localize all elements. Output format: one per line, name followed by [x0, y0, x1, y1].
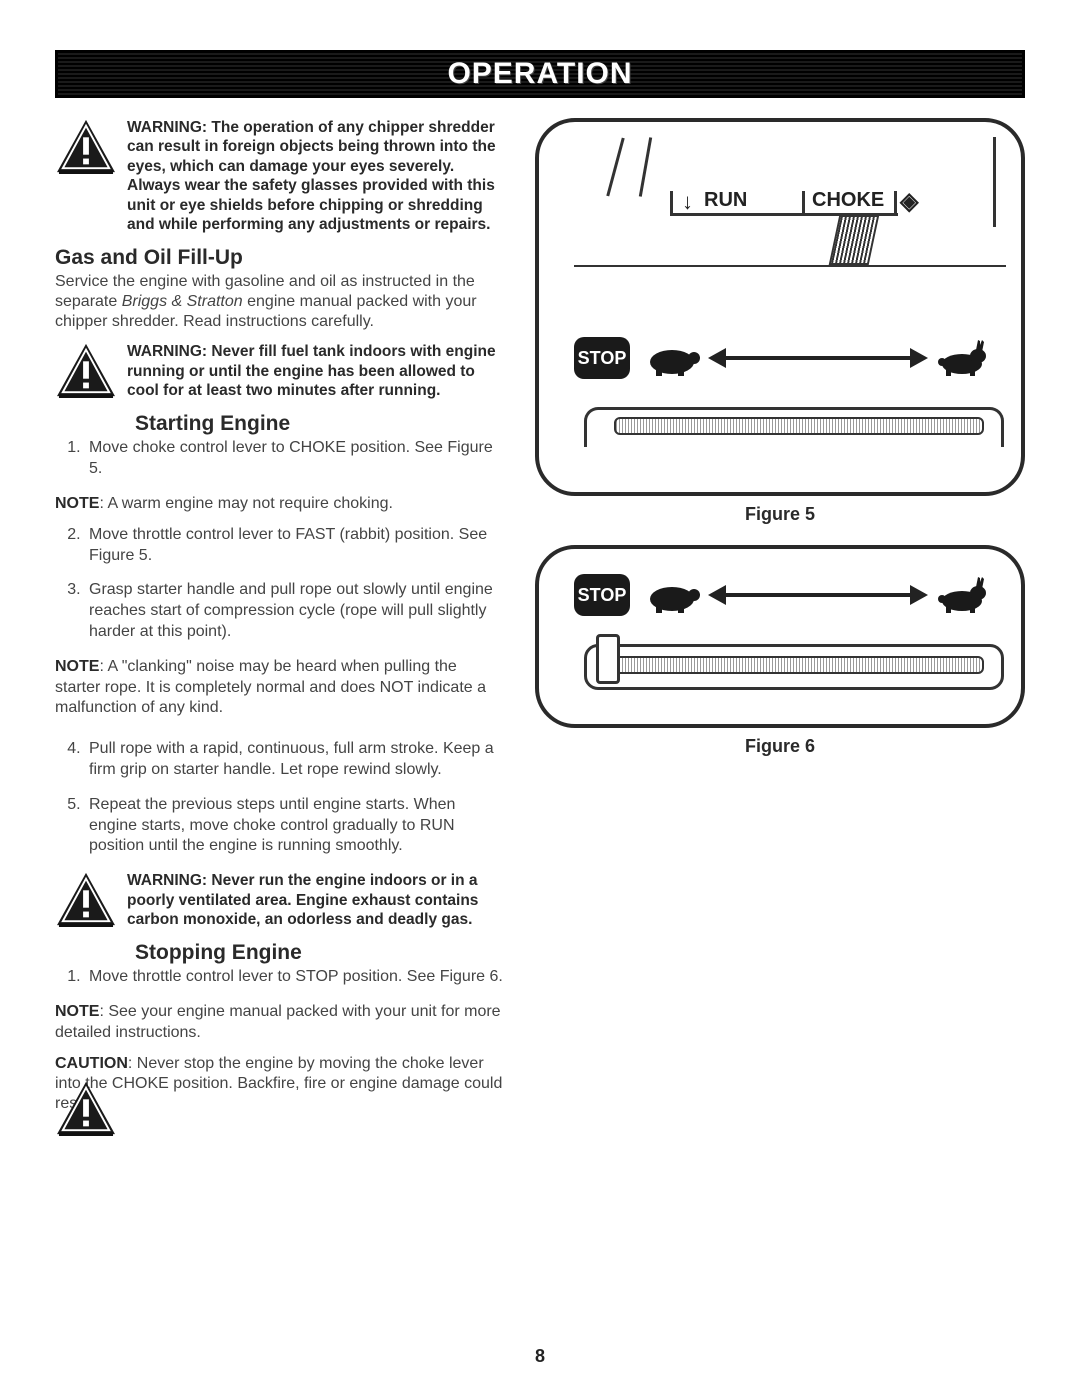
warning-icon — [55, 118, 117, 174]
section-title: OPERATION — [447, 57, 632, 91]
throttle-row-fig5: STOP — [574, 337, 992, 379]
page-number: 8 — [0, 1346, 1080, 1367]
stop-badge: STOP — [574, 337, 630, 379]
warning-prefix: WARNING: — [127, 872, 207, 889]
step-item: Move choke control lever to CHOKE positi… — [85, 438, 505, 480]
warning-block-1: WARNING: The operation of any chipper sh… — [55, 118, 505, 234]
warning-icon — [55, 1080, 117, 1136]
warning-icon — [55, 871, 117, 927]
figure-6-caption: Figure 6 — [535, 736, 1025, 757]
step-item: Pull rope with a rapid, continuous, full… — [85, 739, 505, 781]
step-item: Move throttle control lever to FAST (rab… — [85, 525, 505, 567]
note-2: NOTE: A "clanking" noise may be heard wh… — [55, 657, 505, 719]
heading-starting-engine: Starting Engine — [135, 412, 505, 436]
lever-track — [614, 417, 984, 435]
label-run: RUN — [704, 189, 747, 212]
warning-text: WARNING: The operation of any chipper sh… — [127, 118, 505, 234]
double-arrow-icon — [718, 593, 918, 597]
turtle-icon — [644, 577, 704, 613]
down-arrow-icon: ↓ — [682, 189, 693, 215]
warning-icon — [55, 342, 117, 398]
warning-block-3: WARNING: Never run the engine indoors or… — [55, 871, 505, 929]
start-steps-list-c: Pull rope with a rapid, continuous, full… — [55, 739, 505, 857]
figure-5-caption: Figure 5 — [535, 504, 1025, 525]
choke-knob-icon: ◈ — [900, 187, 918, 216]
start-steps-list-b: Move throttle control lever to FAST (rab… — [55, 525, 505, 643]
figure-5-box: ↓ RUN CHOKE ◈ STOP — [535, 118, 1025, 496]
warning-block-2: WARNING: Never fill fuel tank indoors wi… — [55, 342, 505, 400]
left-column: WARNING: The operation of any chipper sh… — [55, 118, 505, 1148]
rabbit-icon — [932, 577, 992, 613]
step-item: Grasp starter handle and pull rope out s… — [85, 580, 505, 642]
note-3: NOTE: See your engine manual packed with… — [55, 1002, 505, 1044]
note-1: NOTE: A warm engine may not require chok… — [55, 494, 505, 515]
heading-stopping-engine: Stopping Engine — [135, 941, 505, 965]
step-item: Repeat the previous steps until engine s… — [85, 795, 505, 857]
turtle-icon — [644, 340, 704, 376]
stop-badge: STOP — [574, 574, 630, 616]
figure-6-box: STOP — [535, 545, 1025, 728]
gas-oil-body: Service the engine with gasoline and oil… — [55, 272, 505, 332]
warning-text: WARNING: Never fill fuel tank indoors wi… — [127, 342, 505, 400]
warning-prefix: WARNING: — [127, 343, 207, 360]
lever-handle — [596, 634, 620, 684]
warning-prefix: WARNING: — [127, 119, 207, 136]
stop-steps-list: Move throttle control lever to STOP posi… — [55, 967, 505, 988]
double-arrow-icon — [718, 356, 918, 360]
rabbit-icon — [932, 340, 992, 376]
right-column: ↓ RUN CHOKE ◈ STOP Figur — [535, 118, 1025, 1148]
warning-text: WARNING: Never run the engine indoors or… — [127, 871, 505, 929]
start-steps-list-a: Move choke control lever to CHOKE positi… — [55, 438, 505, 480]
throttle-row-fig6: STOP — [574, 574, 992, 616]
choke-run-panel: ↓ RUN CHOKE ◈ — [574, 137, 1006, 267]
lever-track — [614, 656, 984, 674]
section-banner: OPERATION — [55, 50, 1025, 98]
label-choke: CHOKE — [812, 189, 884, 212]
heading-gas-oil: Gas and Oil Fill-Up — [55, 246, 505, 270]
step-item: Move throttle control lever to STOP posi… — [85, 967, 505, 988]
